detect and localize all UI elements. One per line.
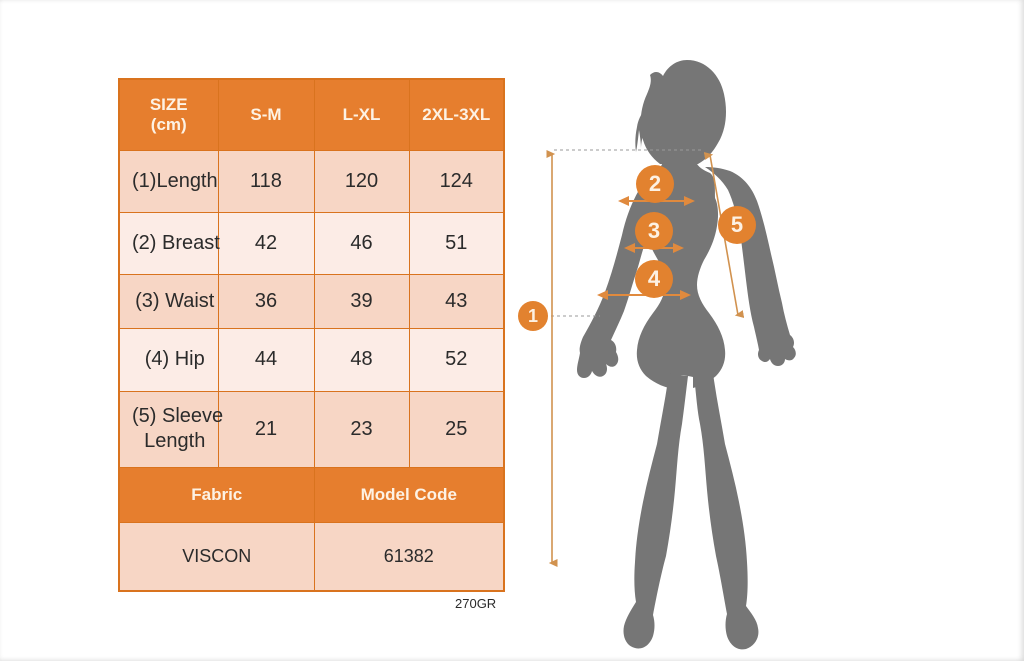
svg-text:1: 1: [528, 306, 538, 326]
